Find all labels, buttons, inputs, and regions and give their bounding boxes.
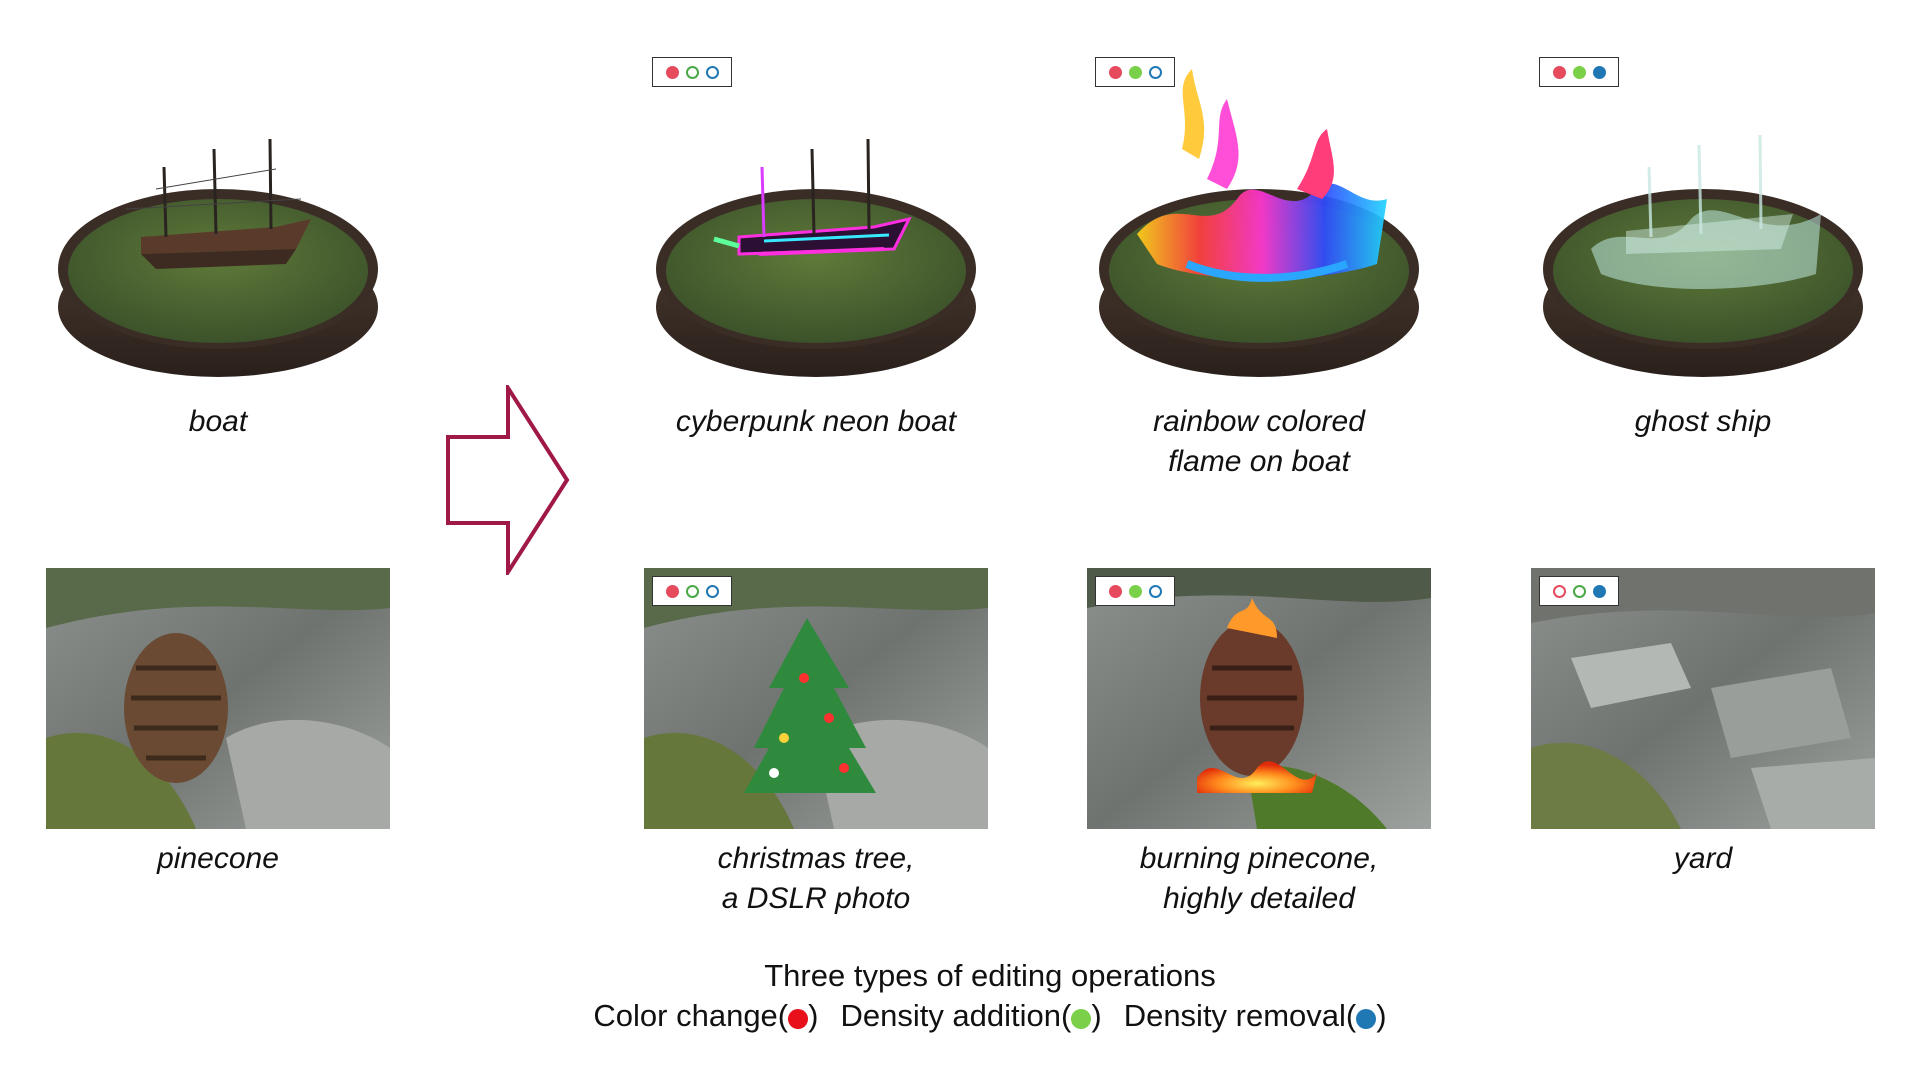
density-removal-indicator xyxy=(1592,584,1606,598)
caption-line: cyberpunk neon boat xyxy=(675,405,957,438)
caption-edit-4: christmas tree, a DSLR photo xyxy=(586,839,1046,919)
density-addition-indicator xyxy=(1572,65,1586,79)
legend-label: Density removal( xyxy=(1123,998,1357,1033)
caption-line: ghost ship xyxy=(1634,405,1772,438)
caption-original-pinecone: pinecone xyxy=(0,839,448,879)
original-boat-image xyxy=(46,49,390,393)
caption-line: boat xyxy=(188,405,248,438)
pinecone-scene-graphic xyxy=(46,568,390,829)
boat-scene-graphic xyxy=(1099,69,1419,377)
edit-direction-arrow-icon xyxy=(446,385,570,575)
original-pinecone-image xyxy=(46,568,390,829)
color-change-indicator xyxy=(665,65,679,79)
legend-item-density-removal: Density removal() xyxy=(1124,998,1387,1033)
color-change-indicator xyxy=(1552,584,1566,598)
boat-scene-graphic xyxy=(1543,134,1863,377)
edit-boat-rainbow-flame-image xyxy=(1087,49,1431,393)
density-addition-indicator xyxy=(1128,584,1142,598)
edit-pinecone-yard-image xyxy=(1531,568,1875,829)
density-addition-indicator xyxy=(1572,584,1586,598)
density-removal-dot-icon xyxy=(1356,1009,1377,1029)
density-removal-indicator xyxy=(1592,65,1606,79)
caption-edit-3: ghost ship xyxy=(1473,402,1920,442)
operation-badge xyxy=(1539,576,1619,606)
color-change-dot-icon xyxy=(788,1009,809,1029)
caption-line: rainbow colored xyxy=(1153,405,1365,438)
caption-line: burning pinecone, xyxy=(1139,842,1379,875)
boat-scene-graphic xyxy=(656,138,976,377)
caption-edit-2: rainbow colored flame on boat xyxy=(1029,402,1489,482)
legend-items: Color change() Density addition() Density … xyxy=(0,996,1920,1036)
legend-label-close: ) xyxy=(1376,998,1387,1033)
density-addition-dot-icon xyxy=(1071,1009,1092,1029)
pinecone-scene-graphic xyxy=(1531,568,1875,829)
operation-badge xyxy=(1095,57,1175,87)
pinecone-scene-graphic xyxy=(1087,568,1431,829)
density-removal-indicator xyxy=(705,65,719,79)
caption-line: christmas tree, xyxy=(717,842,915,875)
boat-scene-graphic xyxy=(58,138,378,377)
operation-badge xyxy=(1539,57,1619,87)
legend-label-close: ) xyxy=(1091,998,1102,1033)
edit-pinecone-christmas-tree-image xyxy=(644,568,988,829)
density-addition-indicator xyxy=(1128,65,1142,79)
color-change-indicator xyxy=(1552,65,1566,79)
caption-original-boat: boat xyxy=(0,402,448,442)
legend-item-density-addition: Density addition() xyxy=(840,998,1101,1033)
density-removal-indicator xyxy=(1148,584,1162,598)
edit-boat-cyberpunk-image xyxy=(644,49,988,393)
edit-boat-ghost-ship-image xyxy=(1531,49,1875,393)
density-removal-indicator xyxy=(1148,65,1162,79)
caption-line: yard xyxy=(1673,842,1733,875)
color-change-indicator xyxy=(1108,584,1122,598)
caption-line: pinecone xyxy=(157,842,279,875)
operations-legend: Three types of editing operations Color … xyxy=(0,956,1920,1036)
caption-edit-5: burning pinecone, highly detailed xyxy=(1029,839,1489,919)
caption-edit-1: cyberpunk neon boat xyxy=(586,402,1046,442)
legend-label-close: ) xyxy=(808,998,819,1033)
caption-line: a DSLR photo xyxy=(721,882,911,915)
density-addition-indicator xyxy=(685,65,699,79)
legend-item-color-change: Color change() xyxy=(593,998,818,1033)
caption-edit-6: yard xyxy=(1473,839,1920,879)
edit-pinecone-burning-image xyxy=(1087,568,1431,829)
operation-badge xyxy=(652,57,732,87)
caption-line: flame on boat xyxy=(1168,445,1350,478)
operation-badge xyxy=(652,576,732,606)
operation-badge xyxy=(1095,576,1175,606)
color-change-indicator xyxy=(1108,65,1122,79)
caption-line: highly detailed xyxy=(1163,882,1355,915)
density-addition-indicator xyxy=(685,584,699,598)
density-removal-indicator xyxy=(705,584,719,598)
legend-title: Three types of editing operations xyxy=(764,958,1216,993)
legend-label: Color change( xyxy=(593,998,789,1033)
pinecone-scene-graphic xyxy=(644,568,988,829)
legend-label: Density addition( xyxy=(840,998,1072,1033)
color-change-indicator xyxy=(665,584,679,598)
